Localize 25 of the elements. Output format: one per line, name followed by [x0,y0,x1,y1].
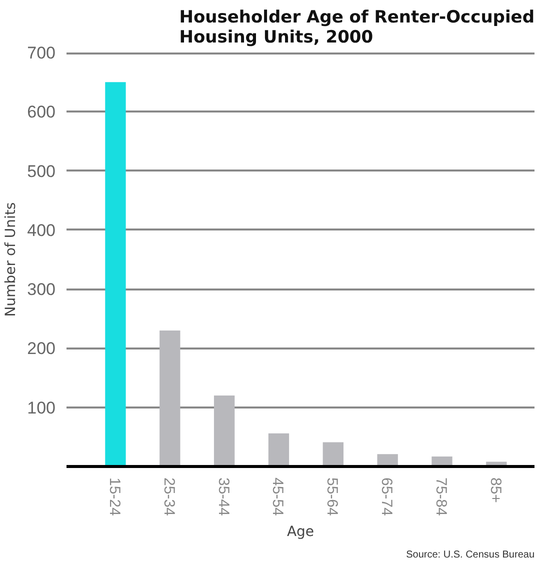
bar [214,396,235,466]
chart-title: Householder Age of Renter-Occupied Housing Units, 2000 [179,8,535,48]
bar [160,330,180,466]
y-tick-label: 200 [27,339,56,358]
y-tick-label: 500 [27,162,56,181]
x-tick-label: 45-54 [269,478,286,516]
x-axis-title: Age [286,524,314,540]
y-axis-title: Number of Units [3,202,20,317]
y-tick-label: 600 [27,102,56,122]
y-tick-label: 100 [27,398,56,418]
y-tick-label: 300 [27,280,56,300]
x-tick-label: 25-34 [160,478,178,516]
x-tick-label: 55-64 [324,478,341,516]
x-tick-label: 85+ [486,478,504,504]
x-tick-label: 35-44 [214,478,232,516]
y-tick-label: 400 [27,220,56,240]
x-tick-label: 75-84 [432,478,450,516]
x-tick-label: 15-24 [106,478,123,516]
bar [322,442,344,466]
x-tick-label: 65-74 [378,478,396,516]
source-note: Source: U.S. Census Bureau [406,550,535,560]
bar [377,454,398,466]
bar [268,433,290,466]
y-tick-label: 700 [27,44,56,62]
bar [105,82,126,466]
